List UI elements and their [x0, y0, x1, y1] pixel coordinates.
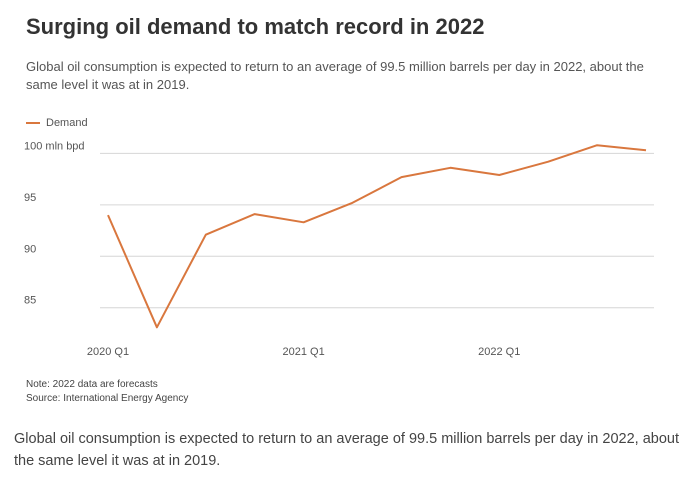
x-tick-label-2021-q1: 2021 Q1: [283, 346, 325, 358]
note-text: Note: 2022 data are forecasts: [26, 379, 158, 390]
article-caption: Global oil consumption is expected to re…: [14, 431, 679, 469]
legend-swatch: [26, 122, 40, 124]
source-text: Source: International Energy Agency: [26, 393, 189, 404]
y-tick-label-95: 95: [24, 192, 36, 204]
x-tick-label-2022-q1: 2022 Q1: [478, 346, 520, 358]
chart-title: Surging oil demand to match record in 20…: [26, 14, 485, 39]
chart-notes: Note: 2022 data are forecasts Source: In…: [26, 378, 188, 406]
x-tick-label-2020-q1: 2020 Q1: [87, 346, 129, 358]
chart-subtitle: Global oil consumption is expected to re…: [26, 59, 644, 92]
demand-line: [107, 144, 647, 329]
y-tick-label-90: 90: [24, 243, 36, 255]
line-chart: 100 mln bpd 95 90 85 2020 Q1 2021 Q1 2022 Q1: [24, 140, 654, 358]
legend: Demand: [26, 117, 88, 129]
legend-label: Demand: [46, 117, 88, 129]
y-tick-label-100: 100 mln bpd: [24, 140, 85, 152]
y-tick-label-85: 85: [24, 295, 36, 307]
